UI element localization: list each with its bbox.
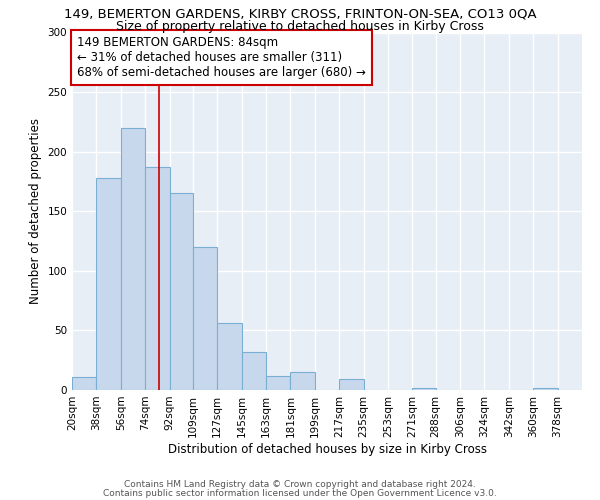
Bar bbox=[533, 388, 557, 390]
Bar bbox=[170, 194, 193, 390]
Bar bbox=[121, 128, 145, 390]
Bar bbox=[412, 388, 436, 390]
X-axis label: Distribution of detached houses by size in Kirby Cross: Distribution of detached houses by size … bbox=[167, 442, 487, 456]
Bar bbox=[266, 376, 290, 390]
Bar bbox=[97, 178, 121, 390]
Text: Contains public sector information licensed under the Open Government Licence v3: Contains public sector information licen… bbox=[103, 488, 497, 498]
Bar bbox=[339, 380, 364, 390]
Bar bbox=[290, 372, 315, 390]
Text: Size of property relative to detached houses in Kirby Cross: Size of property relative to detached ho… bbox=[116, 20, 484, 33]
Text: 149 BEMERTON GARDENS: 84sqm
← 31% of detached houses are smaller (311)
68% of se: 149 BEMERTON GARDENS: 84sqm ← 31% of det… bbox=[77, 36, 366, 79]
Text: Contains HM Land Registry data © Crown copyright and database right 2024.: Contains HM Land Registry data © Crown c… bbox=[124, 480, 476, 489]
Bar bbox=[217, 324, 242, 390]
Bar bbox=[242, 352, 266, 390]
Bar bbox=[72, 377, 97, 390]
Y-axis label: Number of detached properties: Number of detached properties bbox=[29, 118, 42, 304]
Bar bbox=[145, 167, 170, 390]
Text: 149, BEMERTON GARDENS, KIRBY CROSS, FRINTON-ON-SEA, CO13 0QA: 149, BEMERTON GARDENS, KIRBY CROSS, FRIN… bbox=[64, 8, 536, 20]
Bar bbox=[193, 247, 217, 390]
